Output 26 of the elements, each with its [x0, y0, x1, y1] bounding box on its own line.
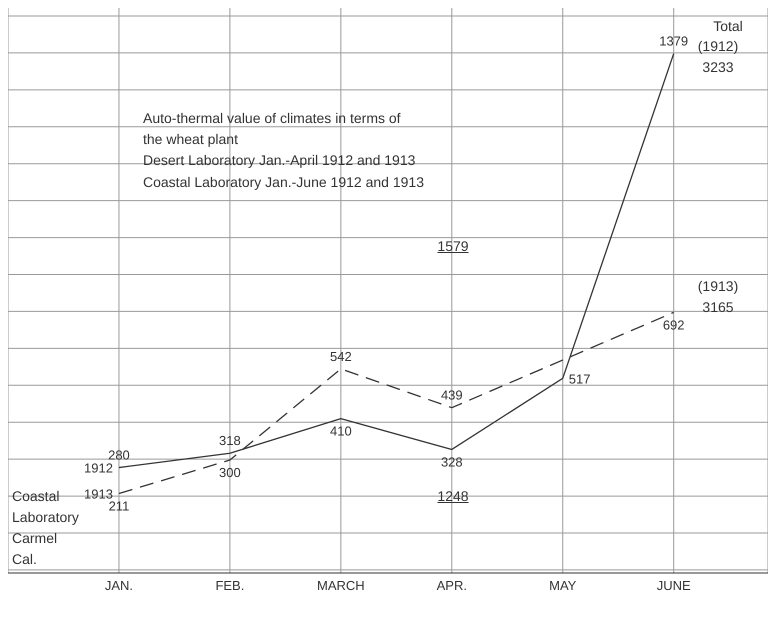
data-label: 542	[330, 348, 352, 364]
x-tick-label: JAN.	[104, 578, 134, 594]
data-label: 692	[662, 317, 685, 332]
data-label: 1379	[659, 34, 688, 49]
data-label: 517	[568, 371, 590, 386]
annotation: Desert Laboratory Jan.-April 1912 and 1913	[143, 151, 416, 170]
x-tick-label: APR.	[436, 578, 467, 594]
annotation: (1913) 3165	[696, 277, 740, 317]
data-label: 410	[330, 424, 352, 439]
annotation: (1912) 3233	[696, 37, 740, 77]
x-tick-label: MARCH	[317, 578, 365, 594]
text: Auto-thermal value of climates in terms of the wheat plant	[143, 109, 402, 149]
annotation: Coastal Laboratory Jan.-June 1912 and 1913	[143, 173, 425, 192]
annotation: 1248	[436, 487, 470, 506]
annotation: Coastal Laboratory Carmel Cal.	[12, 487, 80, 569]
x-tick-label: FEB.	[215, 578, 244, 594]
x-tick-label: JUNE	[656, 578, 691, 594]
data-label: 439	[440, 388, 463, 403]
data-label: 300	[219, 465, 241, 480]
text: Total	[712, 17, 744, 36]
annotation: 1579	[436, 237, 470, 256]
data-label: 280	[108, 448, 130, 463]
series-label: 1912	[84, 460, 113, 476]
data-label: 328	[440, 454, 463, 470]
x-tick-label: MAY	[549, 578, 577, 594]
data-label: 318	[219, 433, 241, 448]
